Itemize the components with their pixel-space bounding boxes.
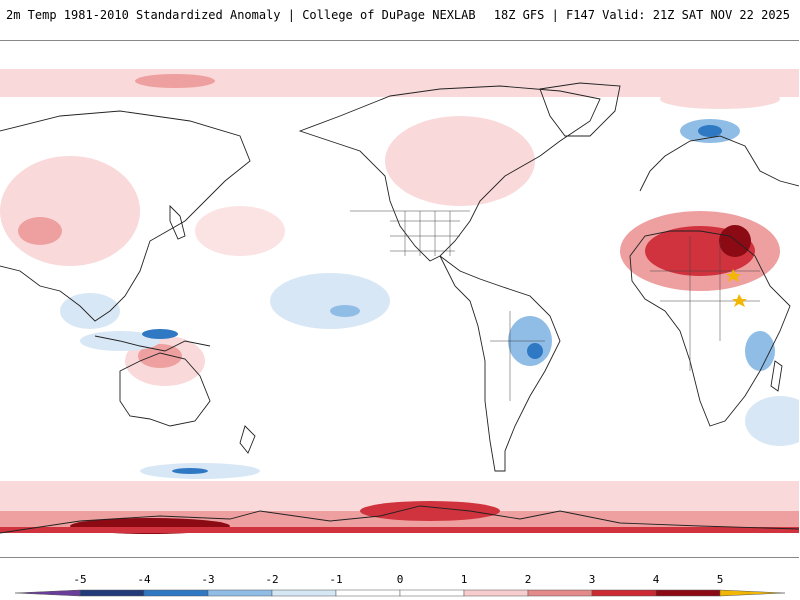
southern-ocean-cold-core	[172, 468, 208, 474]
africa-borders	[650, 236, 760, 371]
pacific-cold	[270, 273, 390, 329]
legend-segment-8	[591, 589, 657, 597]
south-america-cold-core	[527, 343, 543, 359]
header: 2m Temp 1981-2010 Standardized Anomaly |…	[0, 0, 800, 30]
south-america-borders	[490, 311, 545, 401]
legend-segment-9	[655, 589, 721, 597]
asia-warm	[0, 156, 140, 266]
legend-segment-4	[335, 589, 401, 597]
legend-color-bar	[14, 589, 786, 597]
legend-min-arrow	[14, 589, 81, 597]
antarctic-edge	[0, 527, 799, 533]
asia-warm-core	[18, 217, 62, 245]
east-africa-cold	[745, 331, 775, 371]
japan-coast	[169, 204, 186, 240]
indian-ocean-cold	[745, 396, 799, 446]
greenland-coast	[539, 82, 621, 137]
legend-segment-2	[207, 589, 273, 597]
legend-tick-2: -3	[201, 573, 214, 586]
coastlines	[0, 82, 799, 534]
max-anomaly-marker-2	[732, 294, 747, 307]
arctic-warm-band	[0, 69, 799, 97]
scandinavia-cold-core	[698, 125, 722, 137]
legend-segment-0	[79, 589, 145, 597]
legend-tick-5: 0	[397, 573, 404, 586]
legend-max-arrow	[719, 589, 786, 597]
cold-anomaly-layer	[60, 119, 799, 479]
north-america-warm	[385, 116, 535, 206]
north-america-coast	[298, 85, 601, 262]
australia-warm-core	[138, 344, 182, 368]
africa-coast	[629, 230, 791, 427]
australia-coast	[119, 352, 211, 427]
new-zealand-coast	[239, 425, 256, 454]
legend-segment-7	[527, 589, 593, 597]
africa-warm-extreme	[719, 225, 751, 257]
color-legend: -5 -4 -3 -2 -1 0 1 2 3 4 5	[14, 573, 786, 597]
map-title: 2m Temp 1981-2010 Standardized Anomaly |…	[6, 8, 476, 22]
legend-segment-6	[463, 589, 529, 597]
pacific-warm	[195, 206, 285, 256]
new-guinea-cold	[142, 329, 178, 339]
anomaly-map[interactable]	[0, 41, 799, 558]
legend-segment-5	[399, 589, 465, 597]
legend-tick-9: 4	[653, 573, 660, 586]
antarctic-warm-strong	[360, 501, 500, 521]
legend-tick-6: 1	[461, 573, 468, 586]
madagascar-coast	[770, 360, 783, 392]
legend-segment-3	[271, 589, 337, 597]
map-panel[interactable]	[0, 40, 799, 558]
country-borders	[350, 210, 760, 401]
arctic-warm-core	[135, 74, 215, 88]
indonesia-coast	[94, 335, 211, 352]
arctic-warm-east	[660, 89, 780, 109]
legend-tick-labels: -5 -4 -3 -2 -1 0 1 2 3 4 5	[73, 573, 723, 586]
asia-coast	[0, 110, 251, 322]
legend-tick-0: -5	[73, 573, 86, 586]
max-anomaly-marker	[726, 269, 741, 282]
pacific-cold-core	[330, 305, 360, 317]
us-grid	[390, 211, 460, 256]
legend-tick-10: 5	[717, 573, 724, 586]
southeast-asia-cold	[60, 293, 120, 329]
legend-tick-1: -4	[137, 573, 151, 586]
europe-coast	[639, 135, 799, 192]
model-run-info: 18Z GFS | F147 Valid: 21Z SAT NOV 22 202…	[493, 8, 790, 22]
legend-tick-8: 3	[589, 573, 596, 586]
map-background	[0, 41, 799, 557]
antarctica-coast	[0, 505, 799, 534]
legend-segment-1	[143, 589, 209, 597]
south-america-coast	[439, 255, 561, 472]
legend-tick-7: 2	[525, 573, 532, 586]
legend-tick-4: -1	[329, 573, 342, 586]
legend-tick-3: -2	[265, 573, 278, 586]
